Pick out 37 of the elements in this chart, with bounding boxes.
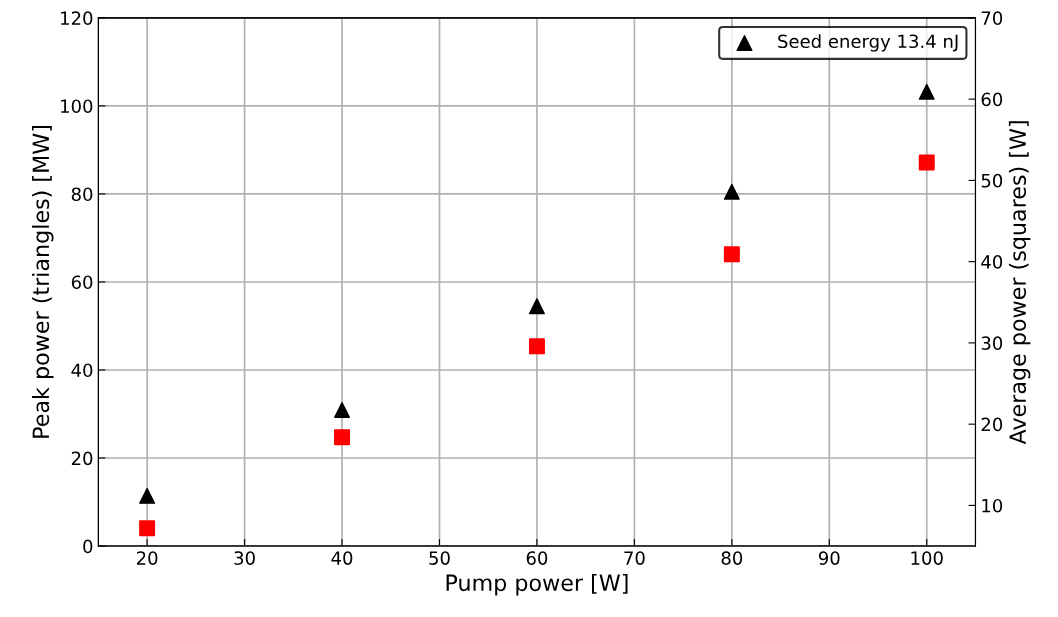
point xyxy=(334,402,351,419)
x-tick-label: 30 xyxy=(234,551,255,565)
x-tick-label: 90 xyxy=(818,551,840,565)
x-tick-label: 40 xyxy=(331,551,353,565)
y-axis-title: Peak power (triangles) [MW] xyxy=(32,126,54,438)
y2-tick-label: 10 xyxy=(982,498,1003,513)
y-tick-label: 60 xyxy=(71,275,93,290)
y2-tick-label: 70 xyxy=(981,11,1003,26)
point xyxy=(334,429,351,446)
x-tick-label: 80 xyxy=(721,551,743,565)
y2-tick-label: 40 xyxy=(981,255,1003,269)
x-tick-label: 100 xyxy=(911,551,943,565)
x-tick-label: 20 xyxy=(136,551,158,565)
y2-tick-label: 60 xyxy=(981,92,1003,107)
point xyxy=(723,246,740,263)
point xyxy=(139,520,156,537)
point xyxy=(528,298,545,315)
y2-tick-label: 30 xyxy=(981,336,1003,351)
y-tick-label: 20 xyxy=(71,451,93,466)
y-tick-label: 100 xyxy=(61,99,93,114)
legend-label: Seed energy 13.4 nJ xyxy=(778,34,958,52)
y-tick-label: 40 xyxy=(71,363,93,378)
x-tick-label: 60 xyxy=(526,551,548,565)
point xyxy=(918,83,935,100)
x-tick-label: 70 xyxy=(624,551,645,565)
y2-tick-label: 50 xyxy=(981,173,1003,188)
point xyxy=(528,338,545,355)
point xyxy=(723,183,740,200)
point xyxy=(139,487,156,504)
x-axis-title: Pump power [W] xyxy=(446,573,628,596)
y-tick-label: 120 xyxy=(61,11,93,26)
y-tick-label: 0 xyxy=(83,539,93,554)
x-tick-label: 50 xyxy=(429,551,450,565)
y2-axis-title: Average power (squares) [W] xyxy=(1008,121,1031,445)
y2-tick-label: 20 xyxy=(981,417,1003,432)
y-tick-label: 80 xyxy=(71,187,93,202)
point xyxy=(918,154,935,171)
